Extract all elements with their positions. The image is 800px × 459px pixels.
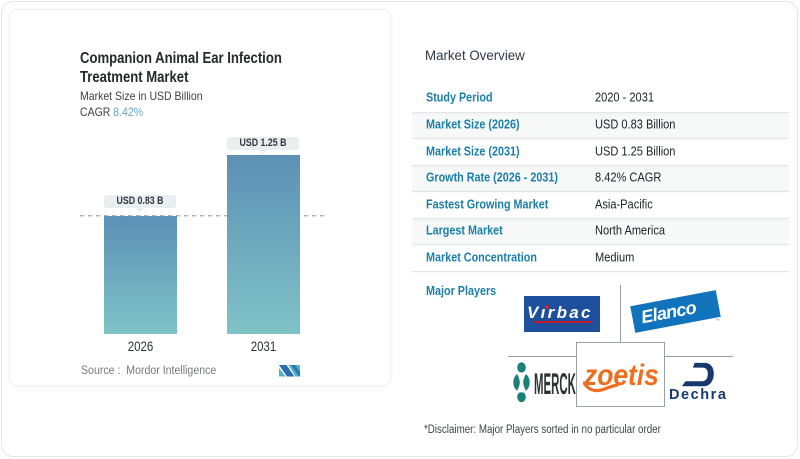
- svg-text:MERCK: MERCK: [534, 371, 576, 399]
